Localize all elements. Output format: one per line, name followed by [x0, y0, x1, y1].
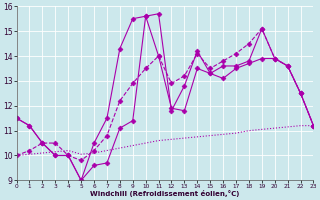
X-axis label: Windchill (Refroidissement éolien,°C): Windchill (Refroidissement éolien,°C) [90, 190, 240, 197]
